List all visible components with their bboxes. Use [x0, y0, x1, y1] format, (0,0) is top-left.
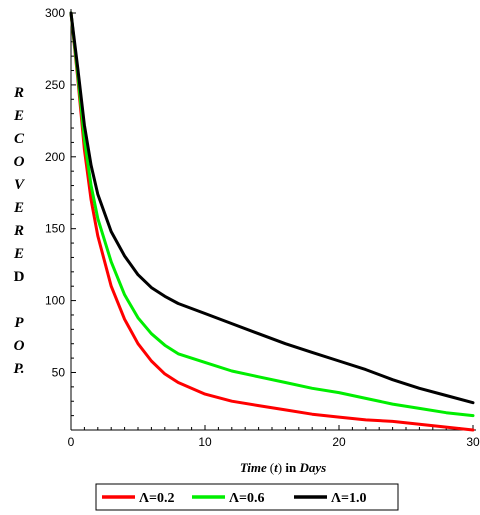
x-axis-label: Time (t) in Days	[240, 460, 326, 475]
y-label-char: O	[14, 154, 25, 170]
y-label-char: P	[14, 315, 24, 331]
x-ticks: 0 10 20 30	[68, 425, 480, 449]
y-label-char: O	[14, 338, 25, 354]
axes	[70, 9, 476, 431]
y-tick-label: 200	[45, 150, 65, 164]
y-label-char: R	[13, 85, 24, 101]
legend-label-3: Λ=1.0	[331, 491, 367, 506]
series-line-3	[69, 11, 475, 405]
x-tick-label: 10	[198, 435, 212, 449]
legend-box	[95, 483, 399, 511]
y-label-char: R	[13, 223, 24, 239]
y-label-char: E	[13, 200, 24, 216]
series-group	[69, 11, 475, 432]
y-tick-label: 300	[45, 6, 65, 20]
y-label-char: V	[14, 177, 26, 193]
y-label-char: E	[13, 246, 24, 262]
legend-label-2: Λ=0.6	[229, 491, 265, 506]
y-ticks: 50 100 150 200 250 300	[45, 6, 76, 417]
y-label-char: C	[14, 131, 25, 147]
y-label-char: D	[14, 269, 25, 285]
xlabel-close: )	[278, 460, 282, 475]
x-tick-label: 30	[466, 435, 480, 449]
y-label-char: P.	[14, 361, 25, 377]
xlabel-in: in	[282, 460, 299, 475]
y-tick-label: 250	[45, 78, 65, 92]
y-tick-label: 100	[45, 294, 65, 308]
x-tick-label: 20	[332, 435, 346, 449]
x-tick-label: 0	[68, 435, 75, 449]
xlabel-t: t	[274, 460, 278, 475]
series-line-1	[69, 11, 475, 432]
legend-label-1: Λ=0.2	[139, 491, 175, 506]
xlabel-time: Time	[240, 460, 267, 475]
y-label-char: E	[13, 108, 24, 124]
legend: Λ=0.2 Λ=0.6 Λ=1.0	[95, 483, 399, 511]
y-tick-label: 50	[52, 365, 66, 379]
series-line-2	[69, 11, 475, 418]
xlabel-open: (	[270, 460, 274, 475]
y-tick-label: 150	[45, 222, 65, 236]
xlabel-days: Days	[298, 460, 326, 475]
